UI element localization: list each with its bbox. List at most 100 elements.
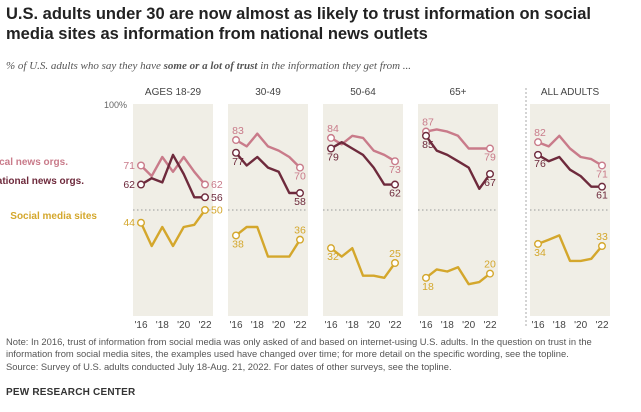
- end-value-label-local: 70: [294, 171, 306, 183]
- end-value-label-local: 79: [484, 152, 496, 164]
- start-marker-national: [136, 180, 145, 189]
- start-value-label-national: 77: [232, 156, 244, 168]
- start-value-label-social: 34: [534, 247, 546, 259]
- start-value-label-social: 44: [123, 217, 135, 229]
- end-marker-social: [486, 269, 495, 278]
- x-tick-label: '18: [441, 320, 454, 331]
- series-label-social: Social media sites: [10, 211, 97, 222]
- start-marker-national: [422, 131, 431, 140]
- y-axis-top-label: 100%: [104, 100, 127, 110]
- x-tick-label: '20: [574, 320, 587, 331]
- series-line-social: [139, 208, 207, 248]
- panel-title: ALL ADULTS: [541, 87, 600, 98]
- x-tick-label: '22: [483, 320, 496, 331]
- x-tick-label: '16: [229, 320, 242, 331]
- end-marker-national: [200, 193, 209, 202]
- end-value-label-local: 62: [211, 179, 223, 191]
- series-line-social: [424, 266, 492, 286]
- start-value-label-social: 38: [232, 238, 244, 250]
- x-tick-label: '20: [462, 320, 475, 331]
- start-value-label-local: 83: [232, 125, 244, 137]
- panel-title: 30-49: [255, 87, 281, 98]
- end-value-label-national: 56: [211, 192, 223, 204]
- start-marker-local: [327, 133, 336, 142]
- start-value-label-national: 76: [534, 158, 546, 170]
- series-line-national: [424, 134, 492, 191]
- end-marker-social: [391, 259, 400, 268]
- panel-title: 65+: [450, 87, 467, 98]
- end-value-label-social: 25: [389, 248, 401, 260]
- start-marker-social: [327, 244, 336, 253]
- end-value-label-local: 71: [596, 168, 608, 180]
- x-tick-label: '18: [553, 320, 566, 331]
- chart-subtitle: % of U.S. adults who say they have some …: [6, 60, 636, 72]
- x-tick-label: '20: [272, 320, 285, 331]
- start-marker-social: [422, 273, 431, 282]
- series-line-local: [139, 155, 207, 186]
- subtitle-post: in the information they get from ...: [257, 60, 412, 72]
- series-line-national: [329, 140, 397, 186]
- note-text: Note: In 2016, trust of information from…: [6, 336, 592, 360]
- end-marker-local: [391, 157, 400, 166]
- x-tick-label: '16: [134, 320, 147, 331]
- x-tick-label: '18: [346, 320, 359, 331]
- series-line-local: [234, 132, 302, 169]
- start-marker-social: [136, 218, 145, 227]
- series-line-local: [424, 128, 492, 150]
- x-tick-label: '20: [177, 320, 190, 331]
- end-marker-social: [200, 205, 209, 214]
- start-value-label-social: 18: [422, 281, 434, 293]
- start-marker-national: [534, 150, 543, 159]
- series-line-national: [536, 153, 604, 188]
- source-text: Source: Survey of U.S. adults conducted …: [6, 360, 452, 372]
- x-tick-label: '16: [324, 320, 337, 331]
- x-tick-label: '22: [388, 320, 401, 331]
- x-tick-label: '16: [531, 320, 544, 331]
- start-marker-local: [231, 136, 240, 145]
- series-line-social: [329, 246, 397, 279]
- end-marker-social: [296, 235, 305, 244]
- start-value-label-national: 62: [123, 179, 135, 191]
- chart-note: Note: In 2016, trust of information from…: [6, 336, 636, 373]
- end-value-label-social: 33: [596, 231, 608, 243]
- subtitle-pre: % of U.S. adults who say they have: [6, 60, 164, 72]
- start-value-label-national: 79: [327, 152, 339, 164]
- end-marker-national: [486, 169, 495, 178]
- series-line-national: [139, 153, 207, 199]
- start-value-label-national: 85: [422, 139, 434, 151]
- end-value-label-national: 61: [596, 190, 608, 202]
- chart-title: U.S. adults under 30 are now almost as l…: [6, 5, 591, 43]
- series-line-local: [329, 134, 397, 163]
- start-marker-national: [327, 144, 336, 153]
- x-tick-label: '22: [595, 320, 608, 331]
- end-marker-local: [296, 163, 305, 172]
- start-value-label-local: 84: [327, 123, 339, 135]
- org-credit: PEW RESEARCH CENTER: [6, 387, 136, 398]
- end-marker-national: [391, 180, 400, 189]
- end-value-label-national: 67: [484, 177, 496, 189]
- series-line-social: [536, 234, 604, 263]
- end-marker-national: [598, 182, 607, 191]
- end-marker-local: [598, 161, 607, 170]
- end-value-label-national: 58: [294, 196, 306, 208]
- start-marker-social: [231, 231, 240, 240]
- end-value-label-local: 73: [389, 164, 401, 176]
- x-tick-label: '22: [198, 320, 211, 331]
- end-marker-social: [598, 242, 607, 251]
- start-value-label-local: 87: [422, 117, 434, 129]
- end-value-label-national: 62: [389, 188, 401, 200]
- series-line-social: [234, 225, 302, 258]
- x-tick-label: '18: [251, 320, 264, 331]
- end-value-label-social: 20: [484, 259, 496, 271]
- x-tick-label: '16: [419, 320, 432, 331]
- series-line-national: [234, 151, 302, 195]
- start-marker-social: [534, 239, 543, 248]
- x-tick-label: '18: [156, 320, 169, 331]
- start-marker-national: [231, 148, 240, 157]
- x-tick-label: '20: [367, 320, 380, 331]
- series-label-national: National news orgs.: [0, 176, 84, 187]
- end-value-label-social: 50: [211, 205, 223, 217]
- panel-title: 50-64: [350, 87, 376, 98]
- start-value-label-local: 82: [534, 127, 546, 139]
